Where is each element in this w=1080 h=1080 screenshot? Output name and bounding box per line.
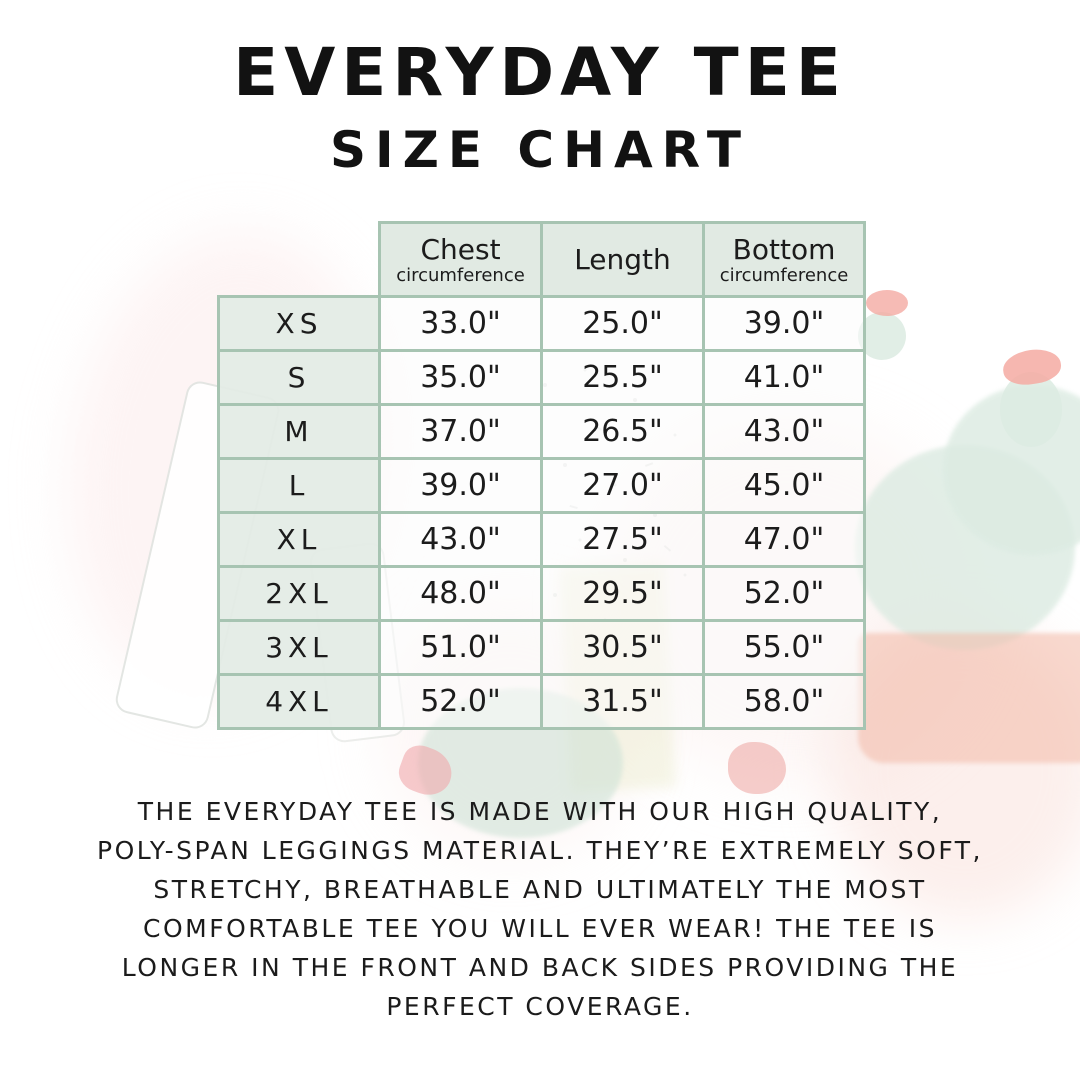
column-subtitle: circumference bbox=[719, 264, 849, 286]
chest-value: 52.0" bbox=[378, 673, 543, 730]
table-row-s: S 35.0" 25.5" 41.0" bbox=[217, 349, 866, 406]
size-label: M bbox=[217, 403, 381, 460]
table-row-2xl: 2XL 48.0" 29.5" 52.0" bbox=[217, 565, 866, 622]
description-line: LONGER IN THE FRONT AND BACK SIDES PROVI… bbox=[121, 953, 959, 982]
table-corner-spacer bbox=[219, 223, 380, 297]
column-subtitle: circumference bbox=[396, 264, 525, 286]
small-cactus-illustration bbox=[858, 312, 906, 360]
length-value: 25.0" bbox=[540, 295, 705, 352]
description-line: POLY-SPAN LEGGINGS MATERIAL. THEY’RE EXT… bbox=[97, 836, 983, 865]
length-value: 31.5" bbox=[540, 673, 705, 730]
length-value: 25.5" bbox=[540, 349, 705, 406]
table-row-3xl: 3XL 51.0" 30.5" 55.0" bbox=[217, 619, 866, 676]
chest-value: 48.0" bbox=[378, 565, 543, 622]
table-row-m: M 37.0" 26.5" 43.0" bbox=[217, 403, 866, 460]
length-value: 29.5" bbox=[540, 565, 705, 622]
table-row-xs: XS 33.0" 25.0" 39.0" bbox=[217, 295, 866, 352]
size-label: 3XL bbox=[217, 619, 381, 676]
bottom-value: 41.0" bbox=[702, 349, 866, 406]
length-value: 27.5" bbox=[540, 511, 705, 568]
chest-value: 43.0" bbox=[378, 511, 543, 568]
column-header-chest: Chest circumference bbox=[378, 221, 543, 298]
size-label: 4XL bbox=[217, 673, 381, 730]
chest-value: 51.0" bbox=[378, 619, 543, 676]
size-label: L bbox=[217, 457, 381, 514]
cactus-pot-illustration bbox=[858, 633, 1080, 763]
description-line: THE EVERYDAY TEE IS MADE WITH OUR HIGH Q… bbox=[137, 797, 943, 826]
chest-value: 37.0" bbox=[378, 403, 543, 460]
bottom-value: 43.0" bbox=[702, 403, 866, 460]
bottom-value: 58.0" bbox=[702, 673, 866, 730]
size-label: XL bbox=[217, 511, 381, 568]
length-value: 27.0" bbox=[540, 457, 705, 514]
length-value: 30.5" bbox=[540, 619, 705, 676]
page-title: EVERYDAY TEE bbox=[233, 34, 847, 111]
chest-value: 39.0" bbox=[378, 457, 543, 514]
table-header-row: Chest circumference Length Bottom circum… bbox=[219, 221, 866, 298]
bottom-value: 39.0" bbox=[702, 295, 866, 352]
chest-value: 33.0" bbox=[378, 295, 543, 352]
pink-flower-illustration bbox=[728, 742, 786, 794]
size-label: XS bbox=[217, 295, 381, 352]
column-header-bottom: Bottom circumference bbox=[702, 221, 866, 298]
table-row-l: L 39.0" 27.0" 45.0" bbox=[217, 457, 866, 514]
description-line: PERFECT COVERAGE. bbox=[386, 992, 694, 1021]
bottom-value: 52.0" bbox=[702, 565, 866, 622]
table-row-xl: XL 43.0" 27.5" 47.0" bbox=[217, 511, 866, 568]
length-value: 26.5" bbox=[540, 403, 705, 460]
size-label: S bbox=[217, 349, 381, 406]
column-title: Chest bbox=[420, 232, 501, 266]
small-cactus-flower-illustration bbox=[866, 290, 908, 316]
table-row-4xl: 4XL 52.0" 31.5" 58.0" bbox=[217, 673, 866, 730]
column-header-length: Length bbox=[540, 221, 705, 298]
product-description: THE EVERYDAY TEE IS MADE WITH OUR HIGH Q… bbox=[60, 792, 1020, 1026]
bottom-value: 45.0" bbox=[702, 457, 866, 514]
column-title: Length bbox=[574, 242, 671, 276]
chest-value: 35.0" bbox=[378, 349, 543, 406]
page-subtitle: SIZE CHART bbox=[329, 121, 751, 179]
size-label: 2XL bbox=[217, 565, 381, 622]
bottom-value: 47.0" bbox=[702, 511, 866, 568]
bottom-value: 55.0" bbox=[702, 619, 866, 676]
size-chart-table: Chest circumference Length Bottom circum… bbox=[217, 221, 866, 730]
column-title: Bottom bbox=[732, 232, 836, 266]
description-line: STRETCHY, BREATHABLE AND ULTIMATELY THE … bbox=[153, 875, 927, 904]
title-block: EVERYDAY TEE SIZE CHART bbox=[0, 34, 1080, 179]
cactus-nub-illustration bbox=[1000, 372, 1062, 447]
description-line: COMFORTABLE TEE YOU WILL EVER WEAR! THE … bbox=[143, 914, 937, 943]
